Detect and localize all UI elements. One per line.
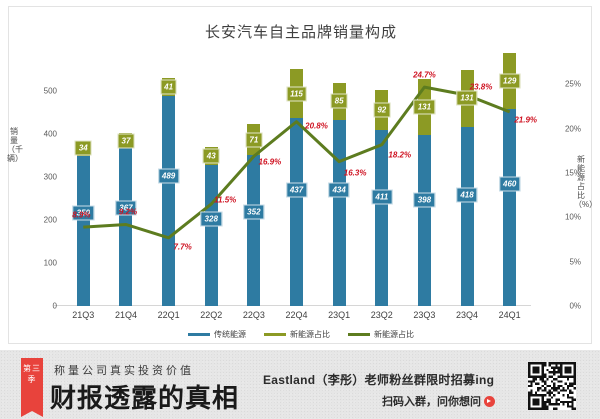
legend-label: 新能源占比	[374, 330, 414, 339]
bar-segment-conventional[interactable]	[503, 108, 517, 306]
label-newenergy-share: 7.7%	[173, 242, 192, 252]
legend-item-1[interactable]: 新能源占比	[264, 329, 330, 340]
arrow-right-icon	[484, 396, 495, 407]
y-tick-right: 20%	[564, 124, 581, 134]
legend-swatch-icon	[348, 333, 370, 336]
bar-segment-conventional[interactable]	[375, 129, 389, 306]
label-newenergy-share: 20.8%	[305, 121, 328, 131]
label-newenergy: 131	[413, 99, 436, 115]
promo-line-1: Eastland（李彤）老师粉丝群限时招募ing	[263, 373, 495, 387]
plot-area: 350 34 367 37 489 41 328 43 352 71 437 115 434 85 411 9…	[62, 53, 537, 306]
chart-card: 长安汽车自主品牌销量构成 销量（千辆） 新能源占比（%） 500 400 300 20…	[7, 6, 598, 344]
y-tick-right: 10%	[564, 212, 581, 222]
label-newenergy: 85	[330, 93, 348, 109]
legend-item-2[interactable]: 新能源占比	[348, 329, 414, 340]
bar-segment-conventional[interactable]	[119, 148, 133, 306]
bar-segment-conventional[interactable]	[460, 126, 474, 306]
label-newenergy: 131	[456, 90, 478, 106]
label-newenergy-share: 16.9%	[258, 157, 282, 167]
label-conventional: 434	[328, 182, 350, 198]
x-tick-21Q3: 21Q3	[72, 310, 95, 320]
label-conventional: 350	[72, 205, 94, 221]
label-newenergy-share: 24.7%	[413, 70, 436, 80]
bar-segment-conventional[interactable]	[162, 96, 176, 306]
promo-line-2-wrap: 扫码入群，问你想问	[382, 393, 495, 409]
bar-segment-conventional[interactable]	[247, 154, 261, 306]
legend-label: 传统能源	[214, 330, 246, 339]
y-tick-right: 25%	[564, 79, 581, 89]
y-axis-left-label: 销量（千辆）	[7, 127, 23, 163]
label-conventional: 352	[243, 204, 265, 220]
chart-legend: 传统能源 新能源占比 新能源占比	[9, 329, 593, 340]
label-newenergy: 71	[245, 132, 263, 148]
label-newenergy-share: 11.5%	[214, 195, 237, 205]
bar-group[interactable]	[332, 57, 346, 306]
y-tick-left: 100	[43, 258, 57, 268]
y-tick-right: 0%	[569, 301, 581, 311]
promo-banner	[0, 350, 600, 419]
y-axis-right-label: 新能源占比（%）	[574, 155, 598, 209]
bar-segment-conventional[interactable]	[417, 135, 431, 306]
x-tick-24Q1: 24Q1	[498, 310, 521, 320]
label-newenergy-share: 8.9%	[72, 210, 91, 220]
y-tick-left: 400	[43, 129, 57, 139]
x-tick-22Q3: 22Q3	[242, 310, 265, 320]
x-tick-22Q4: 22Q4	[285, 310, 308, 320]
legend-label: 新能源占比	[290, 330, 330, 339]
label-conventional: 437	[285, 182, 308, 198]
season-ribbon: 第三季	[21, 358, 43, 417]
bar-layer	[62, 53, 531, 306]
x-tick-23Q2: 23Q2	[370, 310, 393, 320]
label-newenergy-share: 21.9%	[514, 115, 538, 125]
label-newenergy-share: 16.3%	[343, 168, 367, 178]
label-newenergy: 129	[498, 73, 521, 89]
x-tick-23Q1: 23Q1	[328, 310, 351, 320]
y-tick-right: 5%	[569, 257, 581, 267]
x-tick-22Q2: 22Q2	[200, 310, 223, 320]
data-label-layer: 350 34 367 37 489 41 328 43 352 71 437 115 434 85 411 9…	[62, 57, 537, 306]
x-tick-21Q4: 21Q4	[114, 310, 137, 320]
line-series-layer	[83, 85, 511, 240]
bar-segment-conventional[interactable]	[76, 155, 90, 306]
qr-code-image[interactable]	[528, 362, 576, 410]
legend-swatch-icon	[264, 333, 286, 336]
promo-line-2: 扫码入群，问你想问	[382, 396, 481, 408]
label-conventional: 328	[200, 211, 222, 227]
chart-title: 长安汽车自主品牌销量构成	[204, 24, 397, 41]
y-tick-left: 500	[43, 86, 57, 96]
banner-subtitle: 称量公司真实投资价值	[54, 365, 194, 377]
y-tick-left: 0	[52, 301, 57, 311]
banner-title: 财报透露的真相	[50, 384, 240, 414]
label-newenergy-share: 18.2%	[388, 150, 412, 160]
season-ribbon-text: 第三季	[23, 364, 41, 384]
y-tick-left: 300	[43, 172, 57, 182]
label-conventional: 489	[157, 168, 180, 184]
x-tick-22Q1: 22Q1	[157, 310, 180, 320]
label-newenergy: 41	[160, 79, 178, 95]
label-conventional: 367	[115, 200, 137, 216]
x-tick-23Q4: 23Q4	[456, 310, 479, 320]
x-tick-23Q3: 23Q3	[413, 310, 436, 320]
legend-swatch-icon	[188, 333, 210, 336]
label-newenergy-share: 9.2%	[118, 207, 138, 217]
label-conventional: 398	[413, 192, 436, 208]
label-conventional: 460	[498, 176, 521, 192]
label-newenergy: 37	[117, 133, 135, 148]
label-newenergy: 115	[286, 86, 307, 102]
label-newenergy-share: 23.8%	[469, 82, 493, 92]
label-conventional: 411	[371, 189, 393, 205]
newenergy-share-line	[83, 85, 511, 240]
y-tick-right: 15%	[564, 168, 581, 178]
label-newenergy: 43	[202, 148, 220, 164]
label-newenergy: 34	[74, 140, 92, 156]
bar-segment-conventional[interactable]	[332, 119, 346, 306]
y-tick-left: 200	[43, 215, 57, 225]
label-newenergy: 92	[373, 102, 391, 118]
label-conventional: 418	[456, 187, 478, 203]
bar-segment-conventional[interactable]	[290, 118, 303, 306]
legend-item-0[interactable]: 传统能源	[188, 329, 246, 340]
